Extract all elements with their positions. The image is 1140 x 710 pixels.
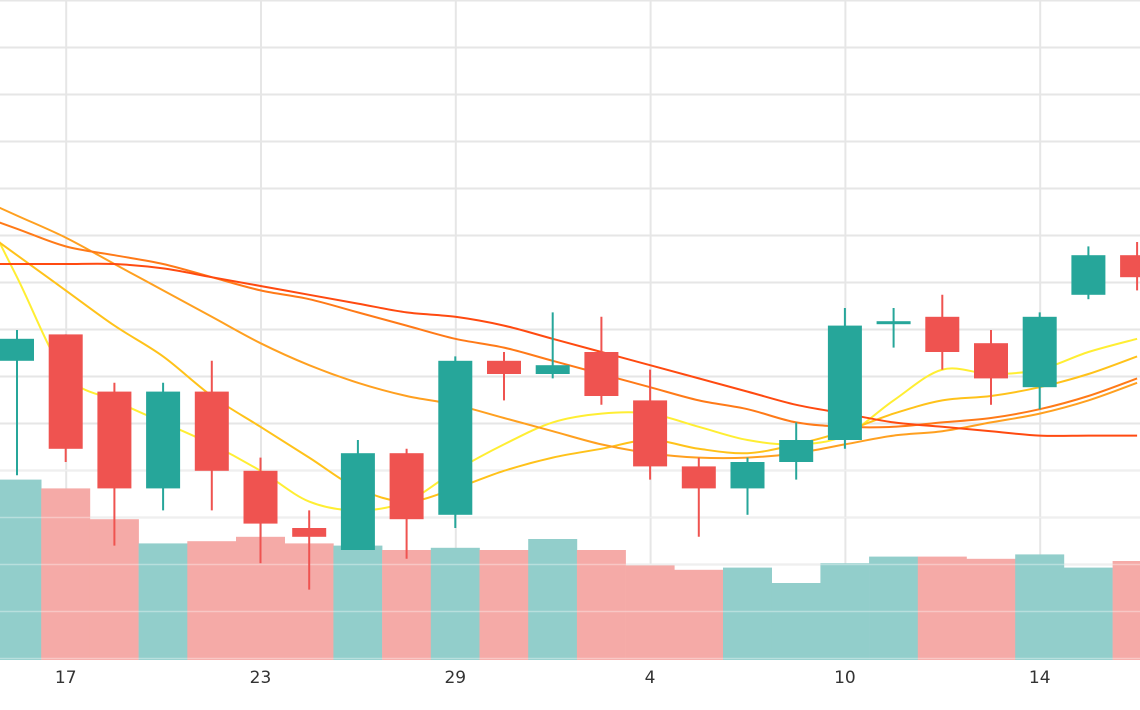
candle — [1071, 246, 1106, 300]
x-tick-label: 29 — [444, 668, 466, 688]
volume-bar — [625, 565, 675, 660]
candle-body — [925, 316, 960, 352]
candle — [0, 330, 34, 476]
volume-bar — [138, 543, 188, 660]
candle-body — [827, 325, 862, 440]
volume-bar — [1063, 567, 1113, 660]
candle-body — [243, 470, 278, 524]
volume-bar — [869, 556, 919, 660]
candle — [876, 308, 911, 348]
candle — [389, 448, 424, 559]
volume-bar — [820, 563, 870, 660]
volume-bar — [187, 541, 237, 660]
candles — [0, 242, 1140, 590]
candle-body — [340, 453, 375, 550]
candle-body — [1022, 316, 1057, 388]
candle-body — [0, 338, 34, 361]
x-axis: 17 23 29 4 10 14 — [55, 668, 1051, 688]
candle-body — [438, 360, 473, 515]
volume-bar — [576, 550, 626, 660]
candle — [974, 330, 1008, 405]
candle-body — [194, 391, 229, 471]
ma-line — [0, 241, 1138, 503]
x-tick-label: 10 — [834, 668, 856, 688]
candle-body — [974, 343, 1008, 379]
ma-line — [0, 206, 1138, 460]
volume-bar — [528, 539, 578, 660]
candle — [584, 316, 619, 405]
volume-bar — [1015, 554, 1065, 660]
candle — [779, 422, 814, 480]
candle-body — [730, 462, 765, 489]
candle-body — [48, 334, 83, 449]
candle-body — [779, 440, 814, 462]
candle-body — [146, 391, 181, 489]
volume-bar — [41, 488, 91, 660]
volume-bar — [1112, 561, 1140, 660]
volume-bar — [966, 558, 1016, 660]
candle-body — [535, 365, 570, 374]
candle — [292, 510, 327, 590]
candle-body — [584, 352, 619, 396]
x-tick-label: 4 — [645, 668, 656, 688]
x-tick-label: 23 — [250, 668, 272, 688]
candle-body — [1120, 255, 1140, 278]
candle-body — [292, 528, 327, 537]
candle — [535, 312, 570, 379]
candle — [730, 457, 765, 515]
candle — [146, 382, 181, 511]
candle — [633, 369, 668, 480]
candle-body — [681, 466, 716, 489]
candle-body — [876, 321, 911, 325]
volume-bar — [0, 479, 42, 660]
volume-bar — [479, 550, 529, 660]
volume-bar — [333, 545, 383, 660]
candle-body — [389, 453, 424, 520]
candle — [438, 356, 473, 528]
candle — [1120, 242, 1140, 291]
candle — [1022, 312, 1057, 410]
candle-body — [633, 400, 668, 467]
x-tick-label: 14 — [1029, 668, 1051, 688]
candle — [925, 294, 960, 370]
candle — [681, 457, 716, 537]
volume-bar — [723, 567, 772, 660]
candle — [340, 440, 375, 550]
candle — [487, 352, 521, 401]
volume-bar — [771, 583, 821, 660]
candle — [48, 334, 83, 462]
candle-body — [487, 360, 521, 374]
candle-body — [1071, 255, 1106, 295]
candle — [194, 360, 229, 511]
x-tick-label: 17 — [55, 668, 77, 688]
candle — [827, 308, 862, 449]
volume-bar — [674, 569, 724, 660]
volume-bar — [430, 547, 480, 660]
candle — [97, 382, 132, 546]
volume-bars — [0, 469, 1140, 660]
volume-bar — [917, 556, 967, 660]
volume-bar — [382, 550, 432, 660]
candle — [243, 457, 278, 564]
candle-body — [97, 391, 132, 489]
